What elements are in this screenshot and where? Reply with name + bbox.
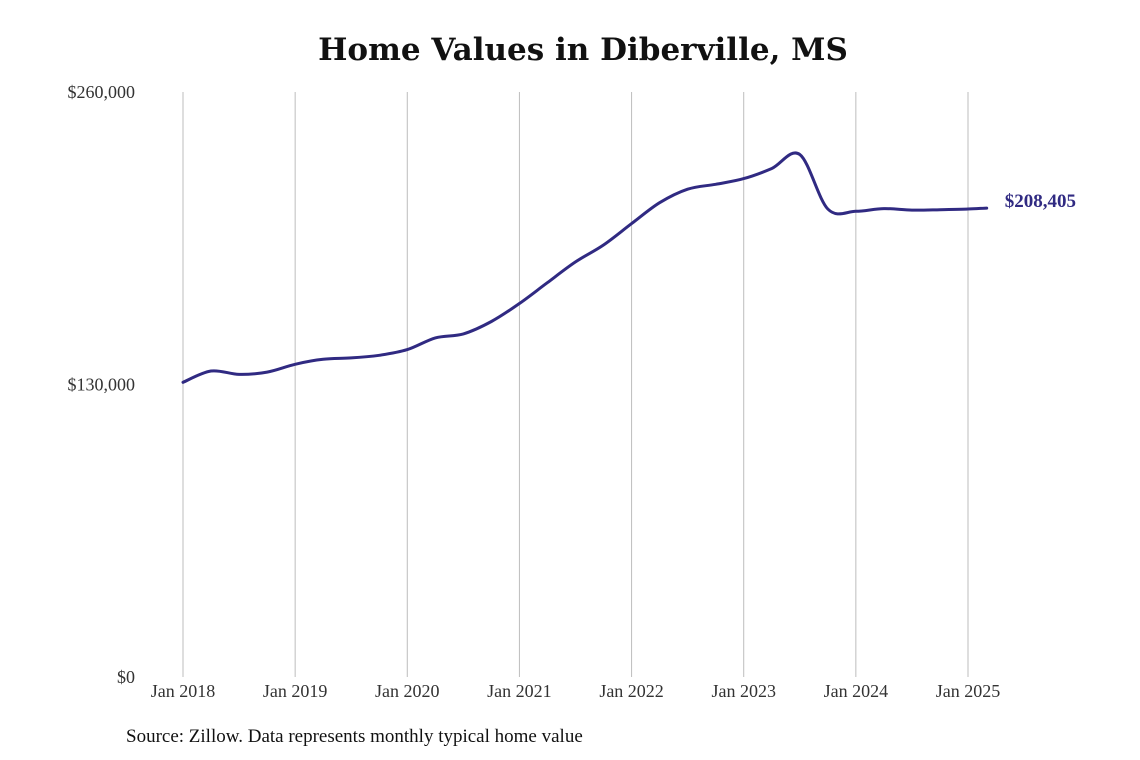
gridlines <box>182 92 969 677</box>
chart-title: Home Values in Diberville, MS <box>318 32 848 68</box>
end-label-group: $208,405 <box>1005 191 1076 212</box>
end-value-label: $208,405 <box>1005 191 1076 212</box>
x-tick-label: Jan 2020 <box>375 681 440 701</box>
x-tick-label: Jan 2023 <box>711 681 776 701</box>
x-axis-ticks: Jan 2018 Jan 2019 Jan 2020 Jan 2021 Jan 2022… <box>151 681 1001 701</box>
y-tick-label: $130,000 <box>68 375 136 395</box>
y-tick-label: $260,000 <box>68 82 136 102</box>
x-tick-label: Jan 2024 <box>824 681 889 701</box>
x-tick-label: Jan 2018 <box>151 681 216 701</box>
x-tick-label: Jan 2025 <box>936 681 1001 701</box>
x-tick-label: Jan 2019 <box>263 681 328 701</box>
y-tick-label: $0 <box>117 667 135 687</box>
source-note: Source: Zillow. Data represents monthly … <box>126 726 583 747</box>
y-axis-ticks: $260,000 $130,000 $0 <box>68 82 136 687</box>
series-group <box>181 151 989 384</box>
x-tick-label: Jan 2021 <box>487 681 552 701</box>
series-line <box>181 151 989 384</box>
x-tick-label: Jan 2022 <box>599 681 664 701</box>
